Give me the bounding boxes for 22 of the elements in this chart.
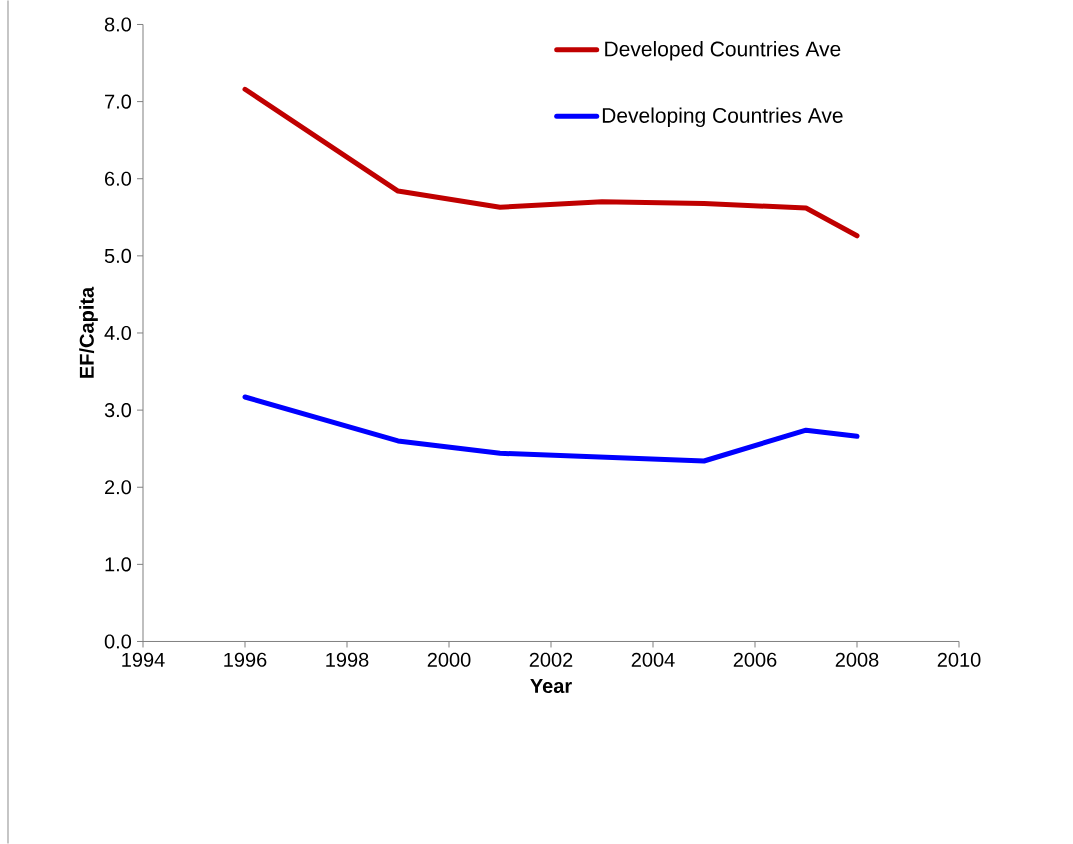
- x-tick-label: 2008: [835, 652, 879, 667]
- y-tick-label: 6.0: [105, 171, 132, 186]
- x-tick-label: 2002: [529, 652, 573, 667]
- y-tick-label: 3.0: [104, 403, 132, 418]
- x-tick-label: 2004: [631, 652, 675, 667]
- x-tick-label: 2000: [427, 652, 471, 667]
- y-tick-label: 7.0: [105, 94, 132, 109]
- legend-label: Developing Countries Ave: [602, 107, 843, 128]
- y-tick-label: 0.0: [104, 634, 132, 649]
- y-tick-label: 2.0: [105, 480, 132, 495]
- x-tick-label: 2010: [937, 652, 981, 667]
- x-tick-label: 1996: [224, 652, 267, 667]
- x-tick-label: 2006: [733, 652, 777, 667]
- y-tick-label: 1.0: [105, 557, 132, 572]
- x-axis-title: Year: [530, 679, 572, 693]
- y-axis-title: EF/Capita: [79, 286, 98, 378]
- y-tick-label: 5.0: [104, 248, 132, 263]
- x-tick-label: 1998: [326, 652, 369, 667]
- legend-label: Developed Countries Ave: [605, 41, 841, 61]
- y-tick-label: 8.0: [104, 17, 132, 32]
- y-tick-label: 4.0: [104, 325, 132, 341]
- x-tick-label: 1994: [122, 652, 165, 667]
